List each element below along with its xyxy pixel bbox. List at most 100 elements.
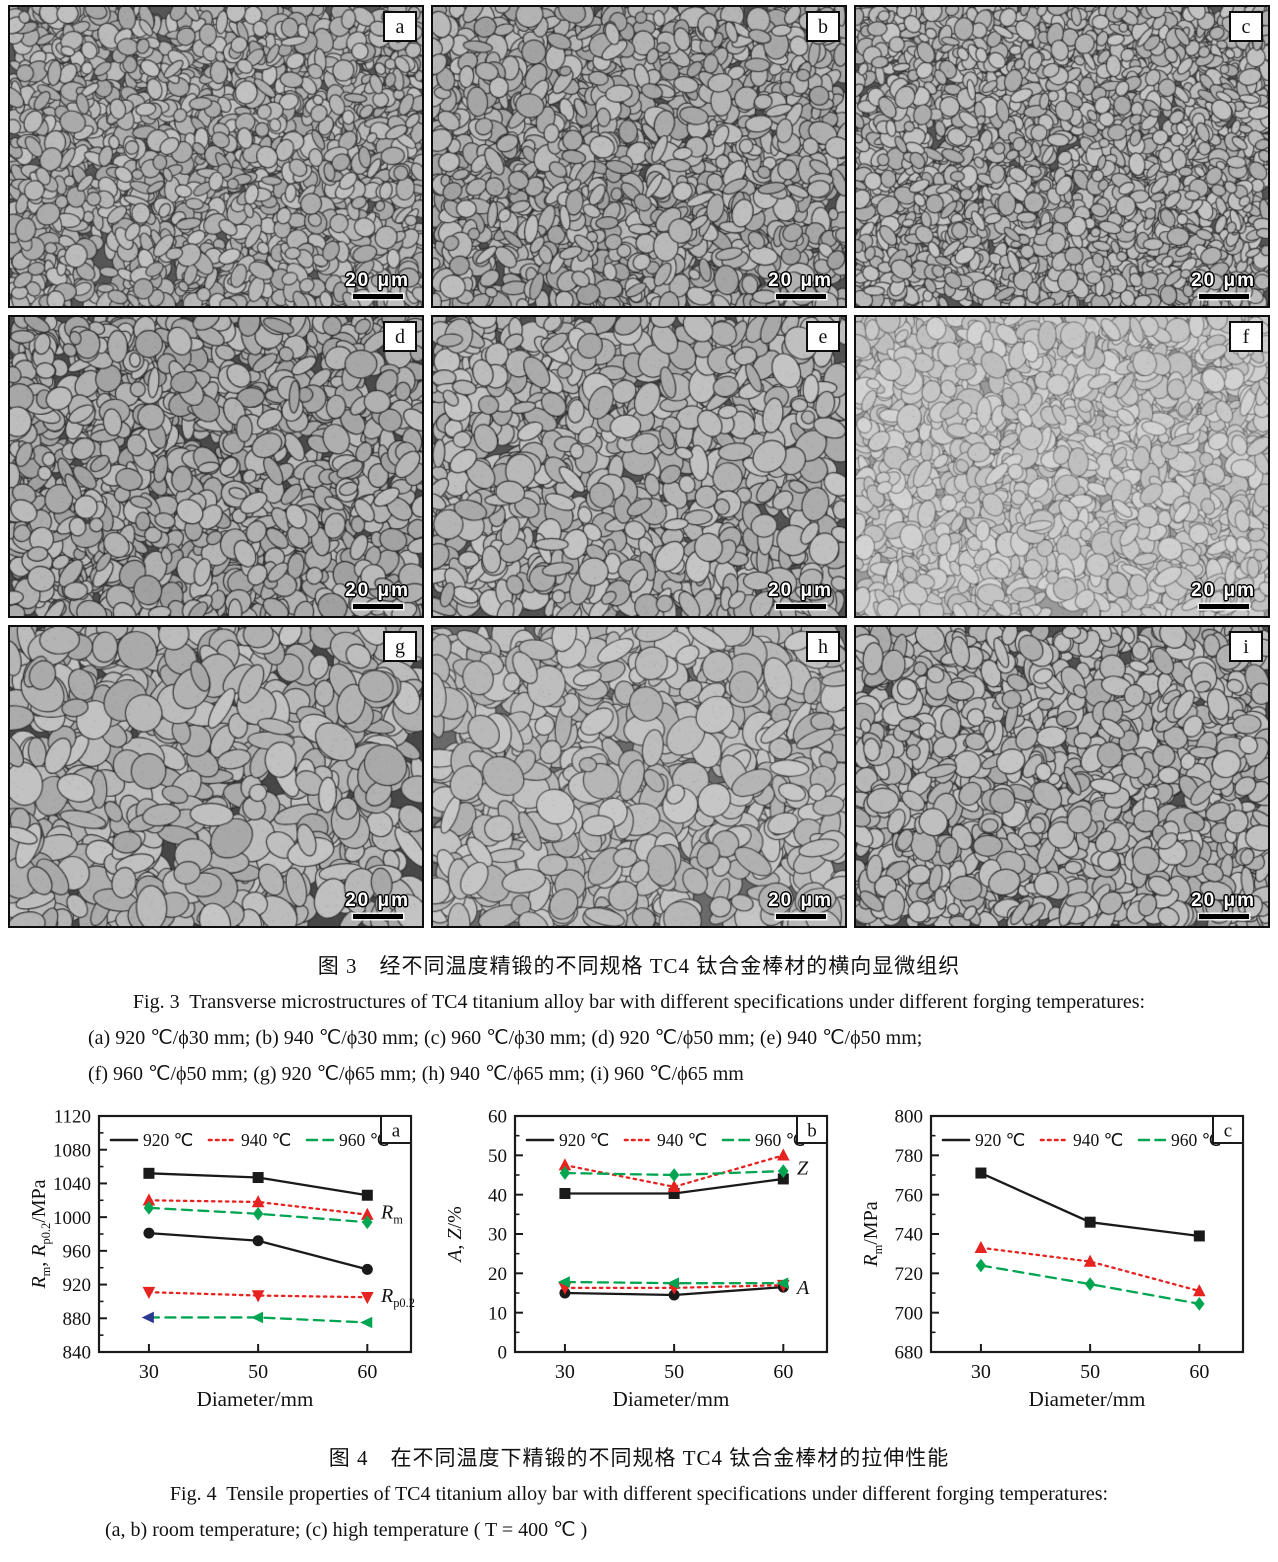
svg-text:800: 800 <box>895 1107 924 1128</box>
fig4-subcaption: (a, b) room temperature; (c) high temper… <box>105 1519 588 1541</box>
scale-bar: 20 μm <box>1191 890 1256 919</box>
micrograph-panel-h: h 20 μm <box>431 625 847 928</box>
svg-text:680: 680 <box>895 1343 924 1364</box>
svg-text:Diameter/mm: Diameter/mm <box>613 1387 730 1411</box>
svg-text:700: 700 <box>895 1303 924 1324</box>
svg-text:Rp0.2: Rp0.2 <box>380 1285 415 1310</box>
panel-letter: b <box>818 15 828 38</box>
panel-letter-badge: i <box>1229 631 1263 662</box>
svg-text:720: 720 <box>895 1264 924 1285</box>
svg-text:10: 10 <box>488 1303 507 1324</box>
micrograph-panel-f: f 20 μm <box>854 315 1270 618</box>
svg-text:920: 920 <box>63 1275 92 1296</box>
scale-bar: 20 μm <box>345 580 410 609</box>
chart-panel-c: 680 700 720 740 760 780 800 30 50 60 Diameter/mm Rm… <box>855 1104 1255 1422</box>
panel-letter-badge: c <box>1229 11 1263 42</box>
micrograph-image-g <box>10 627 422 926</box>
svg-text:780: 780 <box>895 1146 924 1167</box>
svg-text:A: A <box>795 1277 810 1299</box>
svg-text:50: 50 <box>248 1361 268 1383</box>
svg-text:30: 30 <box>488 1225 507 1246</box>
micrograph-image-f <box>856 317 1268 616</box>
svg-text:960: 960 <box>63 1242 92 1263</box>
svg-text:940 ℃: 940 ℃ <box>657 1130 707 1150</box>
svg-text:60: 60 <box>357 1361 377 1383</box>
micrograph-panel-g: g 20 μm <box>8 625 424 928</box>
panel-letter-badge: a <box>383 11 417 42</box>
svg-text:30: 30 <box>139 1361 159 1383</box>
micrograph-panel-b: b 20 μm <box>431 5 847 308</box>
svg-text:0: 0 <box>498 1343 508 1364</box>
scale-bar: 20 μm <box>768 890 833 919</box>
scale-bar-line <box>1198 294 1249 299</box>
svg-text:920 ℃: 920 ℃ <box>143 1130 193 1150</box>
panel-letter: g <box>395 635 405 658</box>
scale-bar-label: 20 μm <box>1191 890 1256 911</box>
svg-text:840: 840 <box>63 1343 92 1364</box>
fig3-subcaption-line2: (f) 960 ℃/ϕ50 mm; (g) 920 ℃/ϕ65 mm; (h) … <box>88 1063 744 1085</box>
svg-text:30: 30 <box>971 1361 991 1383</box>
micrograph-panel-a: a 20 μm <box>8 5 424 308</box>
panel-letter-badge: b <box>806 11 840 42</box>
micrograph-image-h <box>433 627 845 926</box>
svg-text:920 ℃: 920 ℃ <box>975 1130 1025 1150</box>
panel-letter: a <box>395 15 405 38</box>
panel-letter: f <box>1242 325 1250 348</box>
scale-bar-line <box>352 914 403 919</box>
micrograph-image-i <box>856 627 1268 926</box>
svg-text:Diameter/mm: Diameter/mm <box>1029 1387 1146 1411</box>
scale-bar: 20 μm <box>345 270 410 299</box>
scale-bar-label: 20 μm <box>1191 580 1256 601</box>
scale-bar: 20 μm <box>768 270 833 299</box>
svg-text:Rm: Rm <box>380 1202 403 1227</box>
svg-text:1040: 1040 <box>53 1174 91 1195</box>
svg-text:A, Z/%: A, Z/% <box>444 1206 466 1264</box>
svg-text:1000: 1000 <box>53 1208 91 1229</box>
micrograph-image-b <box>433 7 845 306</box>
svg-text:Z: Z <box>797 1158 809 1180</box>
chart-panel-a: 840 880 920 960 1000 1040 1080 1120 30 50 60 Diamet… <box>23 1104 423 1422</box>
micrograph-image-c <box>856 7 1268 306</box>
scale-bar-label: 20 μm <box>768 580 833 601</box>
scale-bar-label: 20 μm <box>345 580 410 601</box>
svg-text:1080: 1080 <box>53 1140 91 1161</box>
svg-text:b: b <box>807 1120 817 1141</box>
fig3-caption-zh: 图 3 经不同温度精锻的不同规格 TC4 钛合金棒材的横向显微组织 <box>317 954 961 978</box>
svg-text:940 ℃: 940 ℃ <box>1073 1130 1123 1150</box>
panel-letter-badge: f <box>1229 321 1263 352</box>
svg-text:a: a <box>392 1120 401 1141</box>
panel-letter: c <box>1241 15 1251 38</box>
fig3-caption-en: Fig. 3 Transverse microstructures of TC4… <box>132 991 1146 1013</box>
svg-text:60: 60 <box>773 1361 793 1383</box>
scale-bar: 20 μm <box>345 890 410 919</box>
scale-bar-label: 20 μm <box>345 270 410 291</box>
scale-bar-label: 20 μm <box>1191 270 1256 291</box>
svg-text:60: 60 <box>488 1107 507 1128</box>
micrograph-image-e <box>433 317 845 616</box>
svg-text:50: 50 <box>488 1146 507 1167</box>
svg-text:920 ℃: 920 ℃ <box>559 1130 609 1150</box>
svg-text:960 ℃: 960 ℃ <box>339 1130 389 1150</box>
svg-text:Rm/MPa: Rm/MPa <box>860 1201 885 1267</box>
svg-text:c: c <box>1224 1120 1232 1141</box>
svg-text:50: 50 <box>664 1361 684 1383</box>
panel-letter: h <box>818 635 828 658</box>
scale-bar-line <box>775 604 826 609</box>
panel-letter-badge: e <box>806 321 840 352</box>
scale-bar-line <box>352 604 403 609</box>
scale-bar: 20 μm <box>1191 270 1256 299</box>
fig4-caption-en: Fig. 4 Tensile properties of TC4 titaniu… <box>169 1483 1109 1505</box>
panel-letter: i <box>1243 635 1249 658</box>
scale-bar-line <box>1198 604 1249 609</box>
svg-text:50: 50 <box>1080 1361 1100 1383</box>
svg-text:40: 40 <box>488 1185 507 1206</box>
micrograph-panel-c: c 20 μm <box>854 5 1270 308</box>
svg-text:960 ℃: 960 ℃ <box>755 1130 805 1150</box>
svg-text:1120: 1120 <box>54 1107 91 1128</box>
panel-letter-badge: g <box>383 631 417 662</box>
micrograph-grid: a 20 μm b 20 μm c 20 μm d 20 μm e 20 μm … <box>8 5 1270 928</box>
svg-text:940 ℃: 940 ℃ <box>241 1130 291 1150</box>
scale-bar-line <box>775 914 826 919</box>
svg-text:960 ℃: 960 ℃ <box>1171 1130 1221 1150</box>
